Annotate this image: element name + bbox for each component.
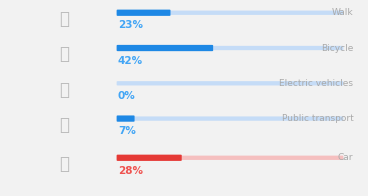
FancyBboxPatch shape bbox=[117, 115, 135, 122]
Text: Public transport: Public transport bbox=[282, 114, 353, 123]
Text: 🚗: 🚗 bbox=[59, 155, 70, 173]
Text: 🚶: 🚶 bbox=[59, 10, 70, 28]
Text: Electric vehicles: Electric vehicles bbox=[279, 79, 353, 88]
Text: 42%: 42% bbox=[118, 56, 143, 66]
Text: Car: Car bbox=[338, 153, 353, 162]
Text: 🚌: 🚌 bbox=[59, 116, 70, 134]
FancyBboxPatch shape bbox=[117, 46, 343, 50]
Text: 0%: 0% bbox=[118, 91, 135, 101]
FancyBboxPatch shape bbox=[117, 81, 343, 85]
Text: 7%: 7% bbox=[118, 126, 136, 136]
FancyBboxPatch shape bbox=[117, 11, 343, 15]
Text: 23%: 23% bbox=[118, 20, 143, 31]
FancyBboxPatch shape bbox=[117, 155, 182, 161]
Text: Bicycle: Bicycle bbox=[321, 44, 353, 53]
Text: 🚴: 🚴 bbox=[59, 45, 70, 63]
FancyBboxPatch shape bbox=[117, 156, 343, 160]
Text: 🛤: 🛤 bbox=[59, 81, 70, 99]
FancyBboxPatch shape bbox=[117, 10, 170, 16]
FancyBboxPatch shape bbox=[117, 45, 213, 51]
Text: Walk: Walk bbox=[332, 8, 353, 17]
Text: 28%: 28% bbox=[118, 165, 143, 176]
FancyBboxPatch shape bbox=[117, 116, 343, 121]
